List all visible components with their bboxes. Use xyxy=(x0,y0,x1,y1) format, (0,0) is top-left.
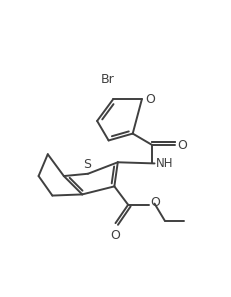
Text: O: O xyxy=(145,93,155,106)
Text: O: O xyxy=(150,196,160,209)
Text: S: S xyxy=(83,158,91,171)
Text: O: O xyxy=(111,229,120,242)
Text: NH: NH xyxy=(156,157,174,170)
Text: O: O xyxy=(177,139,187,151)
Text: Br: Br xyxy=(100,73,114,86)
